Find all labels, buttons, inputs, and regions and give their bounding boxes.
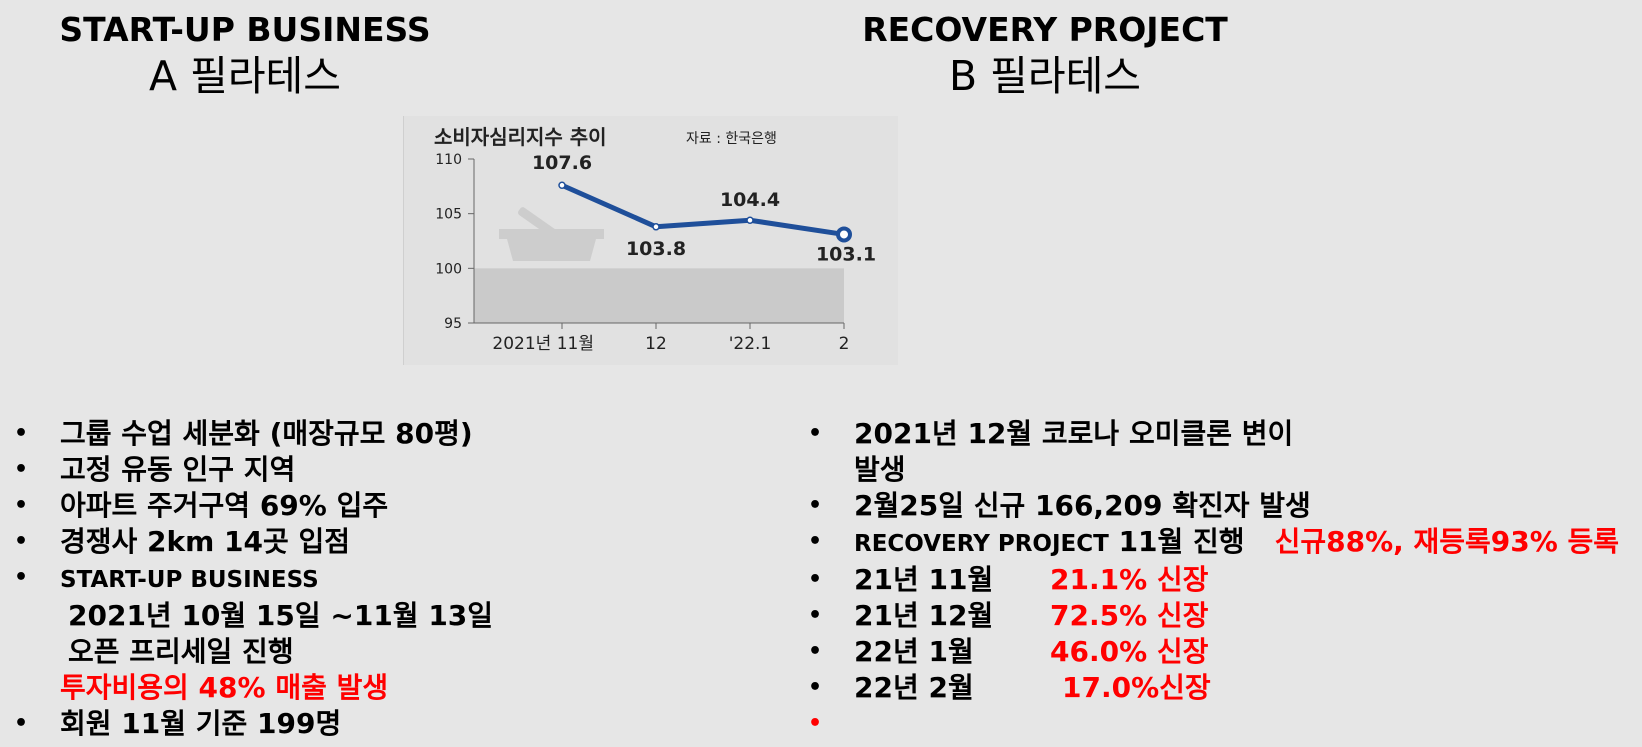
x-tick-label: 2 bbox=[839, 334, 850, 354]
shopping-basket-icon bbox=[499, 207, 604, 261]
bullet-dot: • bbox=[14, 711, 29, 736]
bullet-text: 그룹 수업 세분화 (매장규모 80평) bbox=[60, 417, 473, 450]
growth-value: 21.1% 신장 bbox=[1050, 563, 1209, 596]
startup-period: 2021년 10월 15일 ~11월 13일 bbox=[60, 598, 493, 634]
left-title: START-UP BUSINESS bbox=[59, 10, 431, 49]
bullet-text: 회원 11월 기준 199명 bbox=[60, 707, 342, 740]
bullet-dot: • bbox=[808, 493, 823, 518]
right-heading: RECOVERY PROJECT B 필라테스 bbox=[850, 10, 1240, 101]
growth-value: 46.0% 신장 bbox=[1050, 635, 1209, 668]
growth-period: 22년 1월 bbox=[854, 635, 974, 668]
growth-period: 21년 11월 bbox=[854, 563, 994, 596]
left-subtitle: A 필라테스 bbox=[149, 52, 341, 101]
growth-period: 22년 2월 bbox=[854, 671, 974, 704]
consumer-sentiment-chart: 소비자심리지수 추이 자료 : 한국은행 95 100 105 110 2021년 11… bbox=[403, 116, 898, 365]
y-tick-label: 105 bbox=[435, 207, 462, 223]
bullet-dot: • bbox=[14, 565, 29, 590]
data-label: 103.8 bbox=[626, 238, 686, 260]
growth-row: • 22년 1월 46.0% 신장 bbox=[808, 634, 1619, 670]
list-item: • 2021년 12월 코로나 오미클론 변이 bbox=[808, 416, 1619, 452]
data-point bbox=[836, 226, 852, 243]
bullet-text: 발생 bbox=[854, 453, 906, 486]
bullet-dot: • bbox=[808, 529, 823, 554]
presale-text: 오픈 프리세일 진행 bbox=[68, 635, 294, 668]
data-point bbox=[558, 181, 566, 189]
left-bullet-list: • 그룹 수업 세분화 (매장규모 80평) • 고정 유동 인구 지역 • 아파트 … bbox=[14, 416, 493, 742]
list-item: • 회원 11월 기준 199명 bbox=[14, 706, 493, 742]
list-item: • 2월25일 신규 166,209 확진자 발생 bbox=[808, 488, 1619, 524]
list-item: • 고정 유동 인구 지역 bbox=[14, 452, 493, 488]
series-line bbox=[559, 182, 847, 237]
right-title: RECOVERY PROJECT bbox=[862, 10, 1228, 49]
list-item-continuation: 발생 bbox=[854, 452, 1619, 488]
bullet-dot: • bbox=[808, 711, 823, 736]
list-item: • 그룹 수업 세분화 (매장규모 80평) bbox=[14, 416, 493, 452]
chart-svg: 소비자심리지수 추이 자료 : 한국은행 95 100 105 110 2021년 11… bbox=[434, 125, 876, 354]
bullet-dot: • bbox=[14, 421, 29, 446]
list-item: • 경쟁사 2km 14곳 입점 bbox=[14, 524, 493, 560]
bullet-dot: • bbox=[14, 529, 29, 554]
bullet-text: RECOVERY PROJECT bbox=[854, 531, 1109, 557]
result-text: 투자비용의 48% 매출 발생 bbox=[60, 671, 389, 704]
chart-title: 소비자심리지수 추이 bbox=[434, 125, 607, 149]
growth-value: 72.5% 신장 bbox=[1050, 599, 1209, 632]
data-point bbox=[652, 223, 660, 231]
right-bullet-list: • 2021년 12월 코로나 오미클론 변이 발생 • 2월25일 신규 166,… bbox=[808, 416, 1620, 736]
bullet-text: START-UP BUSINESS bbox=[60, 567, 319, 593]
bullet-text: 2월25일 신규 166,209 확진자 발생 bbox=[854, 489, 1311, 522]
data-point bbox=[746, 216, 754, 224]
y-tick-label: 95 bbox=[444, 316, 462, 332]
bullet-text: 고정 유동 인구 지역 bbox=[60, 453, 296, 486]
bullet-text: 경쟁사 2km 14곳 입점 bbox=[60, 525, 351, 558]
startup-presale: 오픈 프리세일 진행 bbox=[60, 634, 493, 670]
recovery-highlight: 신규88%, 재등록93% 등록 bbox=[1274, 525, 1620, 558]
growth-row: • 21년 11월 21.1% 신장 bbox=[808, 562, 1619, 598]
bullet-dot: • bbox=[808, 567, 823, 592]
y-tick-label: 100 bbox=[435, 261, 462, 277]
growth-value: 17.0%신장 bbox=[1062, 671, 1211, 704]
data-label: 103.1 bbox=[816, 243, 876, 265]
bullet-dot: • bbox=[808, 421, 823, 446]
bullet-dot: • bbox=[14, 493, 29, 518]
x-tick-label: 12 bbox=[645, 334, 667, 354]
bullet-dot: • bbox=[14, 457, 29, 482]
bullet-dot: • bbox=[808, 639, 823, 664]
growth-row: • 22년 2월 17.0%신장 bbox=[808, 670, 1619, 706]
growth-row: • 21년 12월 72.5% 신장 bbox=[808, 598, 1619, 634]
shaded-band bbox=[474, 268, 844, 323]
bullet-dot: • bbox=[808, 675, 823, 700]
right-subtitle: B 필라테스 bbox=[948, 52, 1142, 101]
list-item: • START-UP BUSINESS bbox=[14, 560, 493, 598]
bullet-text: 2021년 12월 코로나 오미클론 변이 bbox=[854, 417, 1294, 450]
bullet-text-suffix: 11월 진행 bbox=[1118, 525, 1245, 558]
left-heading: START-UP BUSINESS A 필라테스 bbox=[40, 10, 450, 101]
period-text: 2021년 10월 15일 ~11월 13일 bbox=[68, 599, 494, 632]
data-label: 107.6 bbox=[532, 152, 592, 174]
chart-source: 자료 : 한국은행 bbox=[686, 131, 777, 147]
bullet-text: 아파트 주거구역 69% 입주 bbox=[60, 489, 389, 522]
x-tick-label: '22.1 bbox=[729, 334, 772, 354]
list-item: • RECOVERY PROJECT 11월 진행 신규88%, 재등록93% 등록 bbox=[808, 524, 1620, 562]
x-tick-label: 2021년 11월 bbox=[492, 334, 594, 354]
y-tick-label: 110 bbox=[435, 152, 462, 168]
data-label: 104.4 bbox=[720, 189, 780, 211]
growth-period: 21년 12월 bbox=[854, 599, 994, 632]
list-item: • 아파트 주거구역 69% 입주 bbox=[14, 488, 493, 524]
startup-result: 투자비용의 48% 매출 발생 bbox=[60, 670, 493, 706]
bullet-dot: • bbox=[808, 603, 823, 628]
